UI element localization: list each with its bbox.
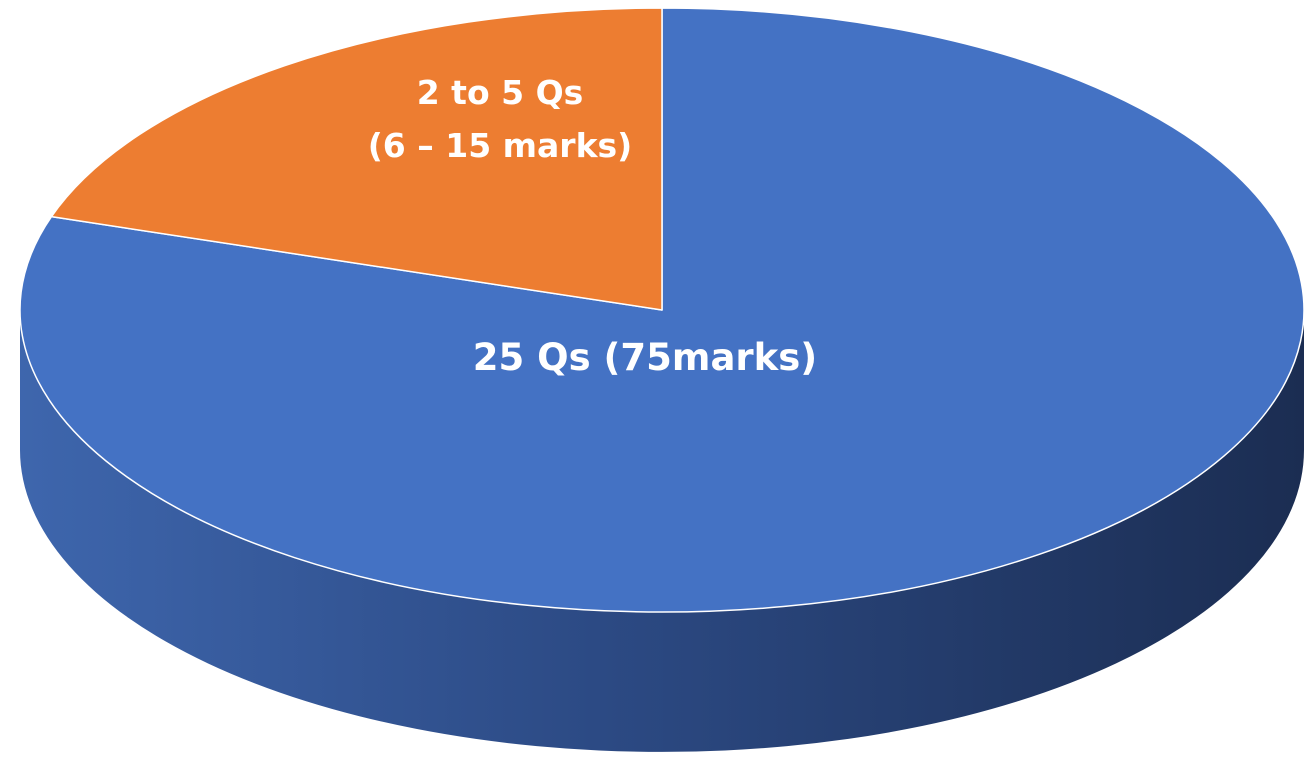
pie-slice-label-1: 2 to 5 Qs (6 – 15 marks) [368,73,633,165]
pie-slice-label-line: 2 to 5 Qs [417,73,584,112]
pie-slice-1 [50,7,663,311]
pie-slices [19,7,1304,613]
pie-slice-label-line: 25 Qs (75marks) [473,336,817,379]
pie-labels: 25 Qs (75marks) 2 to 5 Qs (6 – 15 marks) [368,73,817,379]
pie-slice-label-0: 25 Qs (75marks) [473,336,817,379]
pie-side-wall [20,310,1304,752]
pie-slice-label-line: (6 – 15 marks) [368,126,633,165]
